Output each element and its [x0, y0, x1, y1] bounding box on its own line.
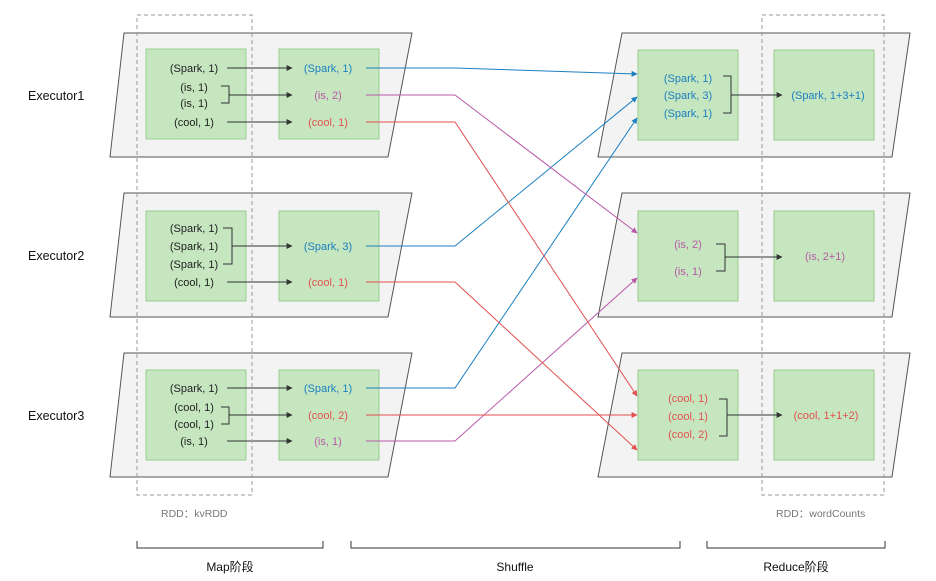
- executor3-map-item: (cool, 1): [174, 419, 214, 431]
- merge-bracket: [221, 406, 292, 425]
- executor3-combined-item: (cool, 2): [308, 410, 348, 422]
- reduce-bracket: [723, 75, 782, 114]
- reduce-bracket: [719, 398, 782, 437]
- reducer-input-box: [637, 49, 739, 141]
- executor1-map-item: (cool, 1): [174, 117, 214, 129]
- reducer-output-box: [773, 369, 875, 461]
- reducer-input-item: (is, 2): [674, 239, 702, 251]
- reducer-input-item: (Spark, 3): [664, 90, 712, 102]
- merge-bracket: [221, 85, 292, 104]
- shuffle-arrow-spark: [366, 67, 638, 77]
- executor1-combined-item: (is, 2): [314, 90, 342, 102]
- shuffle-arrow-cool: [366, 281, 638, 451]
- executor3-combined-item: (Spark, 1): [304, 383, 352, 395]
- reducer-input-box: [637, 210, 739, 302]
- executor1-map-item: (Spark, 1): [170, 63, 218, 75]
- reducer-spark-group: (Spark, 1) (Spark, 3) (Spark, 1) (Spark,…: [597, 32, 911, 158]
- shuffle-arrows: [366, 67, 638, 451]
- executor3-combined-item: (is, 1): [314, 436, 342, 448]
- reducer-result: (is, 2+1): [805, 251, 845, 263]
- reducer-input-item: (Spark, 1): [664, 108, 712, 120]
- map-stage-label: Map阶段: [206, 559, 253, 574]
- executor2-map-item: (Spark, 1): [170, 223, 218, 235]
- reducer-is-group: (is, 2) (is, 1) (is, 2+1): [597, 192, 911, 318]
- shuffle-stage-bracket: [350, 541, 681, 549]
- executor3-map-item: (Spark, 1): [170, 383, 218, 395]
- map-stage-bracket: [136, 541, 324, 549]
- executor2-group: Executor2 (Spark, 1) (Spark, 1) (Spark, …: [28, 192, 413, 318]
- reducer-input-item: (cool, 1): [668, 411, 708, 423]
- executor3-map-item: (is, 1): [180, 436, 208, 448]
- shuffle-arrow-is: [366, 94, 638, 234]
- executor1-map-item: (is, 1): [180, 82, 208, 94]
- executor2-map-item: (Spark, 1): [170, 259, 218, 271]
- reducer-cool-group: (cool, 1) (cool, 1) (cool, 2) (cool, 1+1…: [597, 352, 911, 478]
- executor2-combined-item: (Spark, 3): [304, 241, 352, 253]
- shuffle-stage-label: Shuffle: [496, 560, 533, 574]
- wordcounts-label: RDD：wordCounts: [776, 508, 865, 520]
- executor2-combined-item: (cool, 1): [308, 277, 348, 289]
- shuffle-arrow-spark: [366, 96, 638, 247]
- executor1-combined-item: (cool, 1): [308, 117, 348, 129]
- executor2-label: Executor2: [28, 249, 84, 263]
- executor3-group: Executor3 (Spark, 1) (cool, 1) (cool, 1)…: [28, 352, 413, 478]
- kvrdd-label: RDD：kvRDD: [161, 508, 228, 520]
- reducer-input-box: [637, 369, 739, 461]
- shuffle-arrow-cool: [366, 121, 638, 397]
- kvrdd-frame: [136, 14, 253, 496]
- reducer-result: (Spark, 1+3+1): [791, 90, 864, 102]
- reducer-output-box: [773, 49, 875, 141]
- reducer-input-item: (cool, 2): [668, 429, 708, 441]
- shuffle-arrow-spark: [366, 117, 638, 389]
- executor1-combine-box: [278, 48, 380, 140]
- reducer-input-item: (is, 1): [674, 266, 702, 278]
- shuffle-arrow-is: [366, 277, 638, 442]
- reducer-input-item: (Spark, 1): [664, 73, 712, 85]
- executor2-map-item: (Spark, 1): [170, 241, 218, 253]
- reducer-output-box: [773, 210, 875, 302]
- executor3-map-item: (cool, 1): [174, 402, 214, 414]
- executor2-combine-box: [278, 210, 380, 302]
- reduce-stage-label: Reduce阶段: [763, 559, 828, 574]
- executor2-map-box: [145, 210, 247, 302]
- merge-bracket: [223, 227, 292, 265]
- reduce-stage-bracket: [706, 541, 886, 549]
- executor1-combined-item: (Spark, 1): [304, 63, 352, 75]
- reducer-input-item: (cool, 1): [668, 393, 708, 405]
- executor1-group: Executor1 (Spark, 1) (is, 1) (is, 1) (co…: [28, 32, 413, 158]
- executor3-label: Executor3: [28, 409, 84, 423]
- executor2-map-item: (cool, 1): [174, 277, 214, 289]
- reducer-result: (cool, 1+1+2): [794, 410, 859, 422]
- reduce-bracket: [716, 243, 782, 272]
- executor1-label: Executor1: [28, 89, 84, 103]
- executor1-map-item: (is, 1): [180, 98, 208, 110]
